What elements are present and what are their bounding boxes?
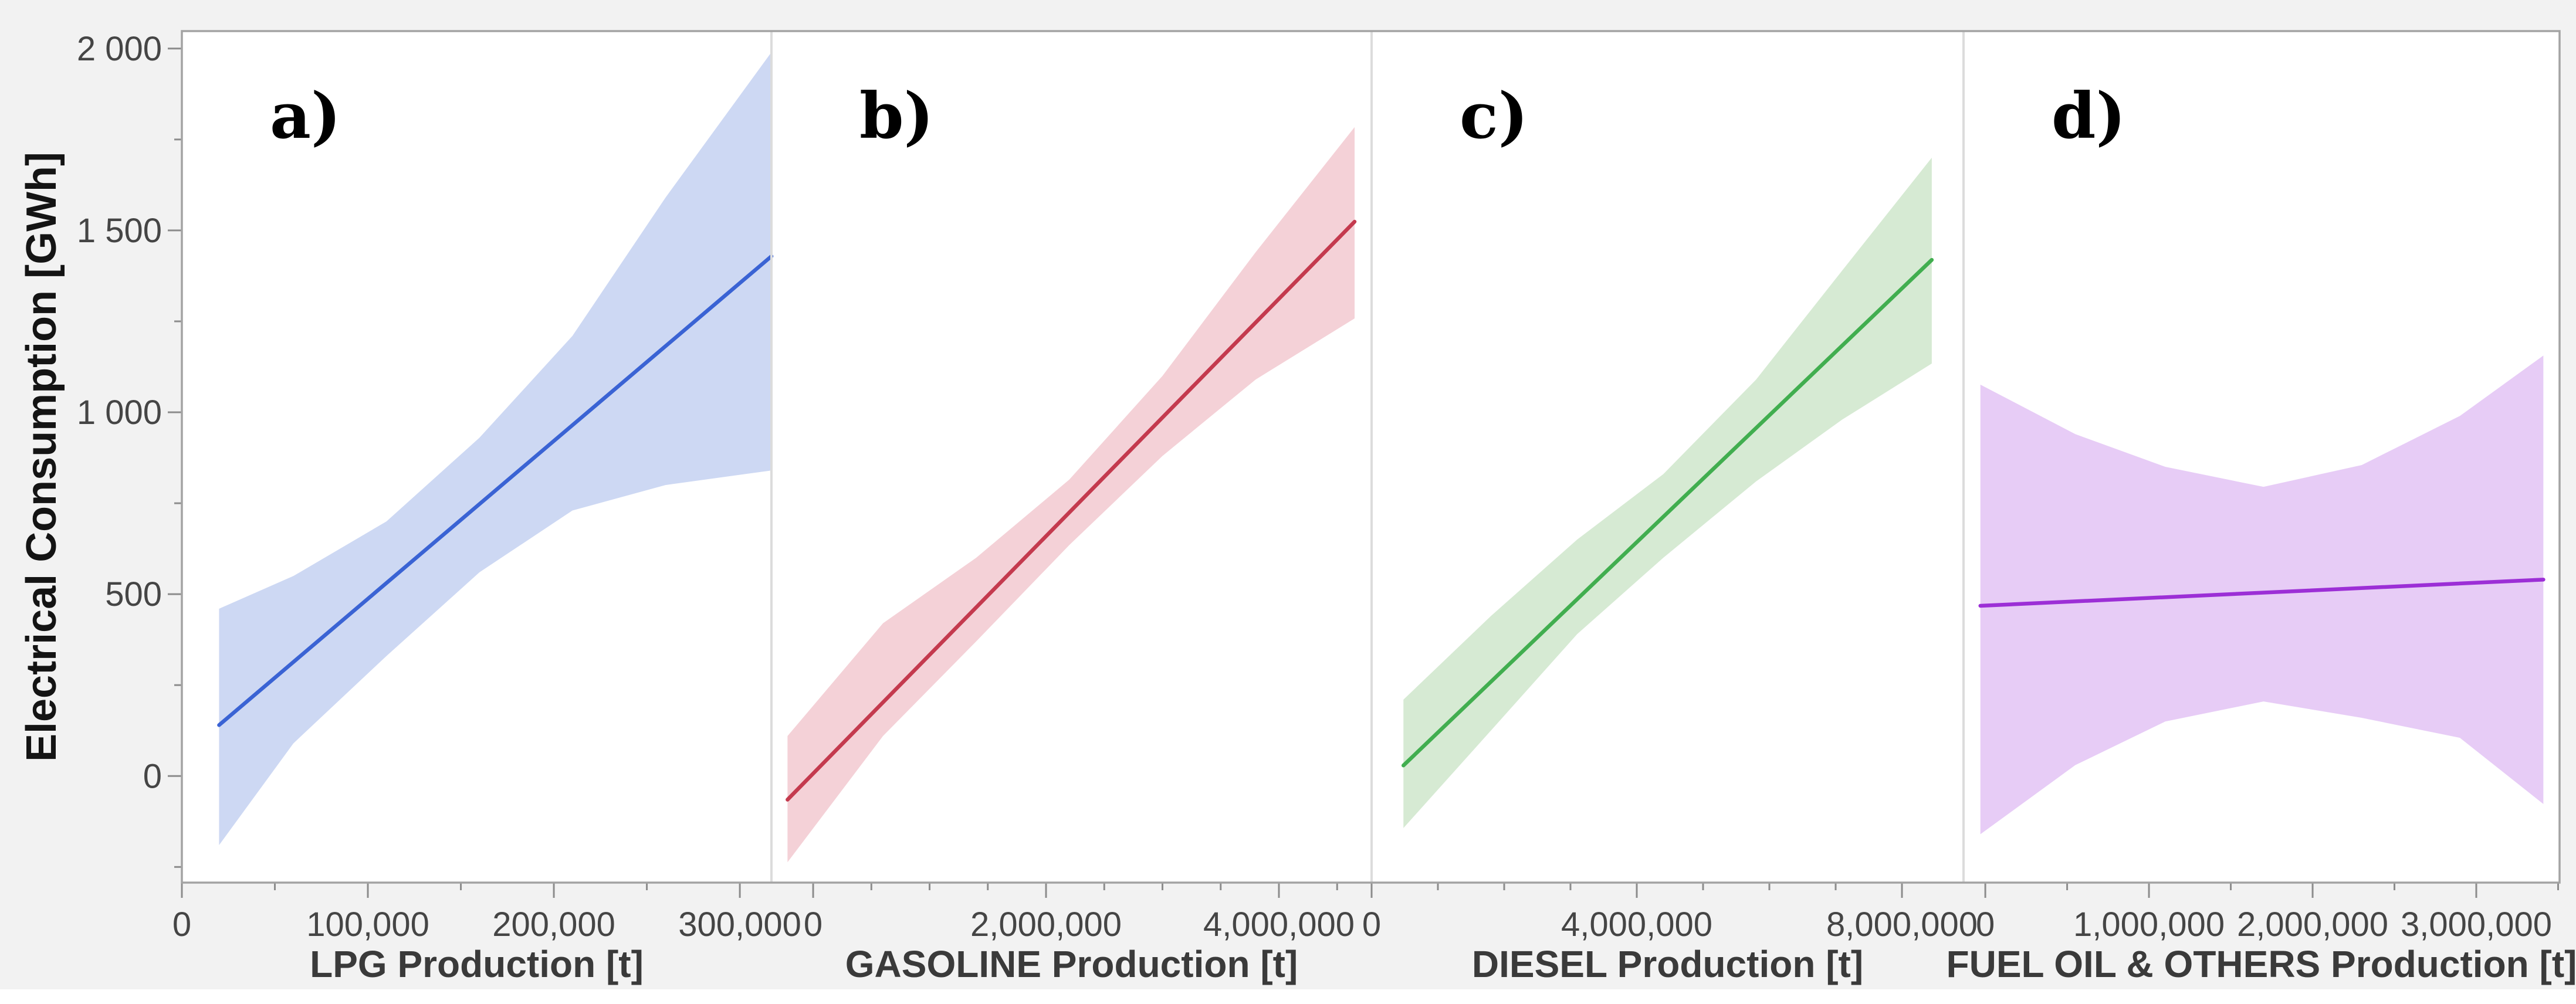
y-tick-label: 0 bbox=[143, 757, 162, 795]
confidence-band bbox=[219, 52, 771, 846]
x-tick-label: 2,000,000 bbox=[970, 905, 1122, 944]
y-tick-label: 500 bbox=[105, 575, 162, 613]
x-tick-label: 0 bbox=[804, 905, 822, 944]
plot-frame bbox=[181, 30, 2561, 884]
y-tick-label: 1 500 bbox=[77, 212, 162, 250]
panel-letter: b) bbox=[859, 79, 934, 153]
fit-line bbox=[1401, 257, 1934, 768]
y-axis-title: Electrical Consumption [GWh] bbox=[18, 152, 65, 762]
x-tick-label: 0 bbox=[172, 905, 191, 944]
x-tick-label: 3,000,000 bbox=[2401, 905, 2552, 944]
x-tick-label: 8,000,000 bbox=[1826, 905, 1978, 944]
x-axis-title: DIESEL Production [t] bbox=[1472, 943, 1863, 985]
x-axis-title: LPG Production [t] bbox=[310, 943, 644, 985]
confidence-band bbox=[1403, 157, 1932, 828]
x-tick-label: 300,000 bbox=[678, 905, 801, 944]
fit-line bbox=[786, 219, 1357, 802]
fit-line bbox=[1978, 578, 2545, 608]
x-tick-label: 4,000,000 bbox=[1561, 905, 1712, 944]
x-tick-label: 2,000,000 bbox=[2237, 905, 2388, 944]
x-tick-label: 4,000,000 bbox=[1203, 905, 1355, 944]
x-tick-label: 0 bbox=[1362, 905, 1381, 944]
x-tick-label: 100,000 bbox=[306, 905, 429, 944]
confidence-band bbox=[1980, 355, 2544, 835]
x-axis-title: FUEL OIL & OTHERS Production [t] bbox=[1947, 943, 2576, 985]
x-axis-title: GASOLINE Production [t] bbox=[845, 943, 1298, 985]
x-tick-label: 1,000,000 bbox=[2073, 905, 2225, 944]
fit-line bbox=[217, 254, 774, 727]
y-tick-label: 1 000 bbox=[77, 394, 162, 432]
x-tick-label: 0 bbox=[1976, 905, 1995, 944]
x-tick-label: 200,000 bbox=[492, 905, 615, 944]
panel-letter: c) bbox=[1460, 79, 1528, 153]
panel-letter: d) bbox=[2052, 79, 2126, 153]
confidence-band bbox=[787, 127, 1355, 863]
panel-letter: a) bbox=[270, 79, 341, 153]
y-tick-label: 2 000 bbox=[77, 30, 162, 68]
bottom-margin bbox=[0, 989, 2576, 1004]
